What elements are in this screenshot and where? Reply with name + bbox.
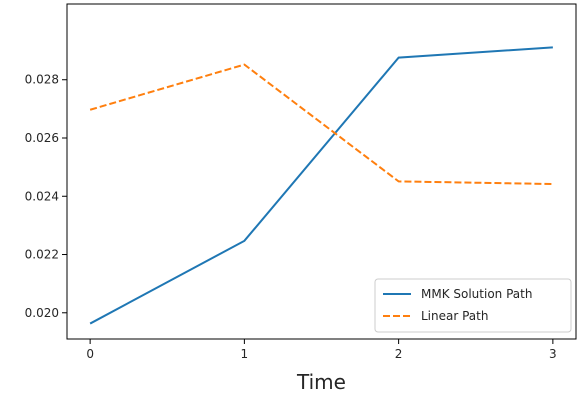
chart-marks [89,46,553,325]
plot-frame [66,3,577,340]
series-line-0 [89,46,553,325]
legend-label-1: Linear Path [421,309,488,323]
y-tick-label-3: 0.026 [25,131,59,145]
legend-box [374,278,572,333]
x-axis: 0 1 2 3 [86,339,557,361]
y-tick-label-0: 0.020 [25,306,59,320]
y-tick-label-1: 0.022 [25,248,59,262]
x-axis-label: Time [296,370,346,394]
legend: MMK Solution Path Linear Path [374,278,572,333]
y-axis: 0.020 0.022 0.024 0.026 0.028 [25,73,67,320]
x-tick-label-0: 0 [86,347,94,361]
y-tick-label-2: 0.024 [25,189,59,203]
y-tick-label-4: 0.028 [25,73,59,87]
series-line-1 [89,63,553,186]
x-tick-label-1: 1 [241,347,249,361]
x-tick-label-2: 2 [395,347,403,361]
x-tick-label-3: 3 [549,347,557,361]
legend-label-0: MMK Solution Path [421,287,532,301]
